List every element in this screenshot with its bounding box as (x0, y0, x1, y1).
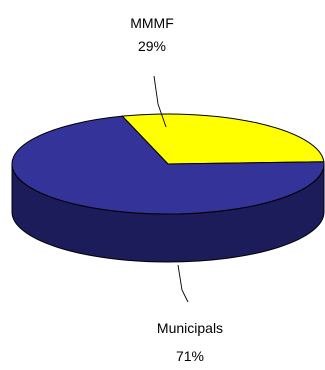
slice-percent-municipals: 71% (176, 348, 204, 364)
slice-label-mmmf: MMMF (130, 15, 174, 31)
slice-percent-mmmf: 29% (138, 38, 166, 54)
pie-body (12, 114, 324, 262)
slice-label-municipals: Municipals (157, 320, 223, 336)
leader-line-municipals (178, 265, 188, 302)
